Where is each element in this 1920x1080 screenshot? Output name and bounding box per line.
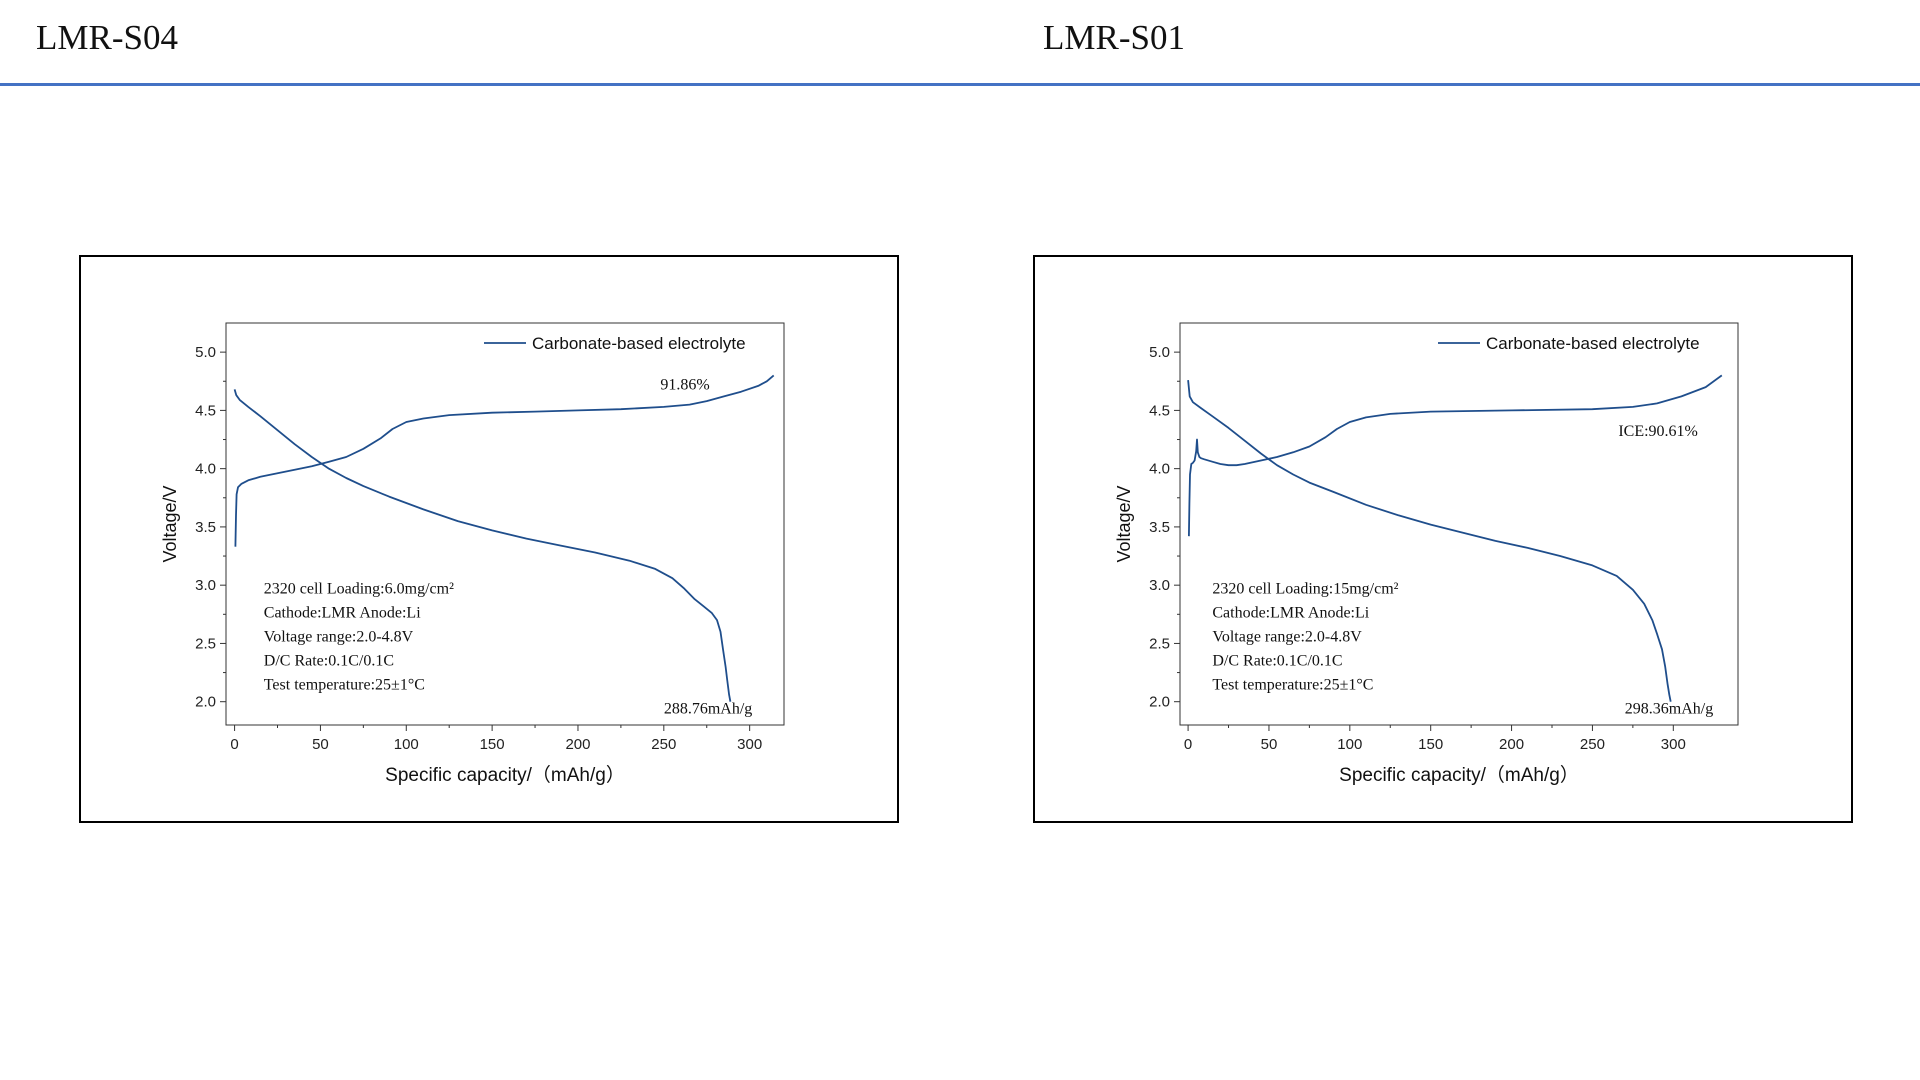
x-tick-label: 100 [1337, 736, 1362, 753]
test-condition-line: 2320 cell Loading:6.0mg/cm² [264, 580, 454, 597]
chart-right: 0 50 100 150 200 250 300 2.0 2.5 3.0 3.5 4.0 4.5 5.0 S… [1114, 322, 1739, 786]
x-tick-label: 150 [1418, 736, 1443, 753]
y-tick-label: 2.0 [1149, 694, 1170, 711]
y-tick-label: 3.0 [1149, 577, 1170, 594]
y-tick-label: 3.5 [1149, 519, 1170, 536]
x-tick-label: 250 [1580, 736, 1605, 753]
x-tick-label: 200 [1499, 736, 1524, 753]
y-tick-label: 2.0 [195, 694, 216, 711]
test-condition-line: Voltage range:2.0-4.8V [264, 628, 414, 645]
test-condition-line: Voltage range:2.0-4.8V [1212, 628, 1362, 645]
test-condition-line: D/C Rate:0.1C/0.1C [264, 652, 394, 669]
x-axis-label: Specific capacity/（mAh/g） [1339, 764, 1579, 786]
y-tick-label: 5.0 [1149, 344, 1170, 361]
discharge-curve [233, 389, 732, 702]
x-tick-label: 200 [565, 736, 590, 753]
y-axis-label: Voltage/V [160, 485, 180, 562]
y-tick-label: 3.0 [195, 577, 216, 594]
test-condition-line: Test temperature:25±1°C [264, 676, 425, 693]
y-axis-label: Voltage/V [1114, 485, 1134, 562]
y-tick-label: 4.5 [1149, 402, 1170, 419]
x-tick-label: 150 [480, 736, 505, 753]
x-tick-label: 300 [737, 736, 762, 753]
test-condition-line: Cathode:LMR Anode:Li [264, 604, 421, 621]
chart-left: 0 50 100 150 200 250 300 2.0 2.5 3.0 3.5 4.0 4.5 5.0 S… [160, 322, 785, 786]
test-condition-line: Cathode:LMR Anode:Li [1212, 604, 1369, 621]
data-annotation: 298.36mAh/g [1625, 700, 1713, 717]
discharge-curve [1187, 380, 1672, 702]
y-tick-label: 2.5 [195, 635, 216, 652]
charge-curve [1188, 374, 1723, 537]
left-chart-heading: LMR-S04 [36, 18, 178, 57]
chart-panel-right: 0 50 100 150 200 250 300 2.0 2.5 3.0 3.5 4.0 4.5 5.0 S… [1033, 255, 1853, 823]
right-chart-heading: LMR-S01 [1043, 18, 1185, 57]
data-annotation: 288.76mAh/g [664, 700, 752, 717]
x-tick-label: 0 [230, 736, 238, 753]
header-divider [0, 83, 1920, 86]
plot-area-border [225, 322, 785, 726]
y-tick-label: 2.5 [1149, 635, 1170, 652]
y-tick-label: 4.5 [195, 402, 216, 419]
chart-panel-left: 0 50 100 150 200 250 300 2.0 2.5 3.0 3.5 4.0 4.5 5.0 S… [79, 255, 899, 823]
x-tick-label: 250 [651, 736, 676, 753]
test-condition-line: 2320 cell Loading:15mg/cm² [1212, 580, 1398, 597]
x-tick-label: 100 [394, 736, 419, 753]
data-annotation: ICE:90.61% [1618, 423, 1698, 440]
legend-label: Carbonate-based electrolyte [532, 334, 746, 353]
y-tick-label: 3.5 [195, 519, 216, 536]
test-condition-line: D/C Rate:0.1C/0.1C [1212, 652, 1342, 669]
x-axis-label: Specific capacity/（mAh/g） [385, 764, 625, 786]
data-annotation: 91.86% [660, 376, 709, 393]
charge-curve [234, 374, 775, 547]
y-tick-label: 4.0 [195, 461, 216, 478]
y-tick-label: 4.0 [1149, 461, 1170, 478]
x-tick-label: 50 [312, 736, 329, 753]
x-tick-label: 300 [1661, 736, 1686, 753]
x-tick-label: 50 [1261, 736, 1278, 753]
y-tick-label: 5.0 [195, 344, 216, 361]
plot-area-border [1179, 322, 1739, 726]
x-tick-label: 0 [1184, 736, 1192, 753]
legend-label: Carbonate-based electrolyte [1486, 334, 1700, 353]
test-condition-line: Test temperature:25±1°C [1212, 676, 1373, 693]
